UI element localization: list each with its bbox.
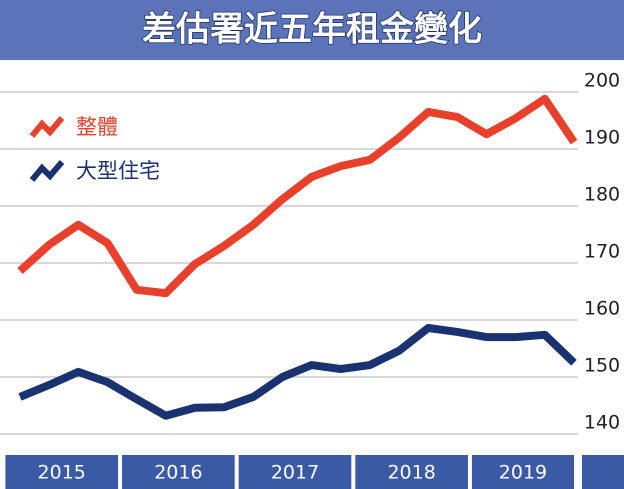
x-group-label: 2018 [387, 462, 435, 484]
x-group-band [471, 455, 574, 489]
x-group-band [5, 455, 119, 489]
y-tick-label: 170 [584, 241, 620, 263]
x-group-label: 2016 [154, 462, 202, 484]
legend-icon [29, 116, 65, 138]
line [17, 94, 578, 298]
line [18, 323, 577, 420]
x-group-band [355, 455, 468, 489]
legend-label: 大型住宅 [76, 159, 160, 183]
y-tick-label: 190 [584, 127, 620, 149]
y-tick-label: 180 [584, 184, 620, 206]
legend-icon [29, 160, 65, 182]
x-group-band [122, 455, 235, 489]
title-band [0, 0, 624, 60]
x-group-label: 2019 [499, 462, 547, 484]
x-group-band [238, 455, 352, 489]
x-group-label: 2017 [271, 462, 319, 484]
y-tick-label: 140 [584, 412, 620, 434]
y-tick-label: 200 [584, 70, 620, 92]
y-tick-label: 160 [584, 298, 620, 320]
y-tick-label: 150 [584, 355, 620, 377]
chart-title: 差估署近五年租金變化 [142, 10, 482, 50]
legend-label: 整體 [76, 115, 118, 139]
x-band-end [582, 455, 624, 489]
x-group-label: 2015 [38, 462, 86, 484]
